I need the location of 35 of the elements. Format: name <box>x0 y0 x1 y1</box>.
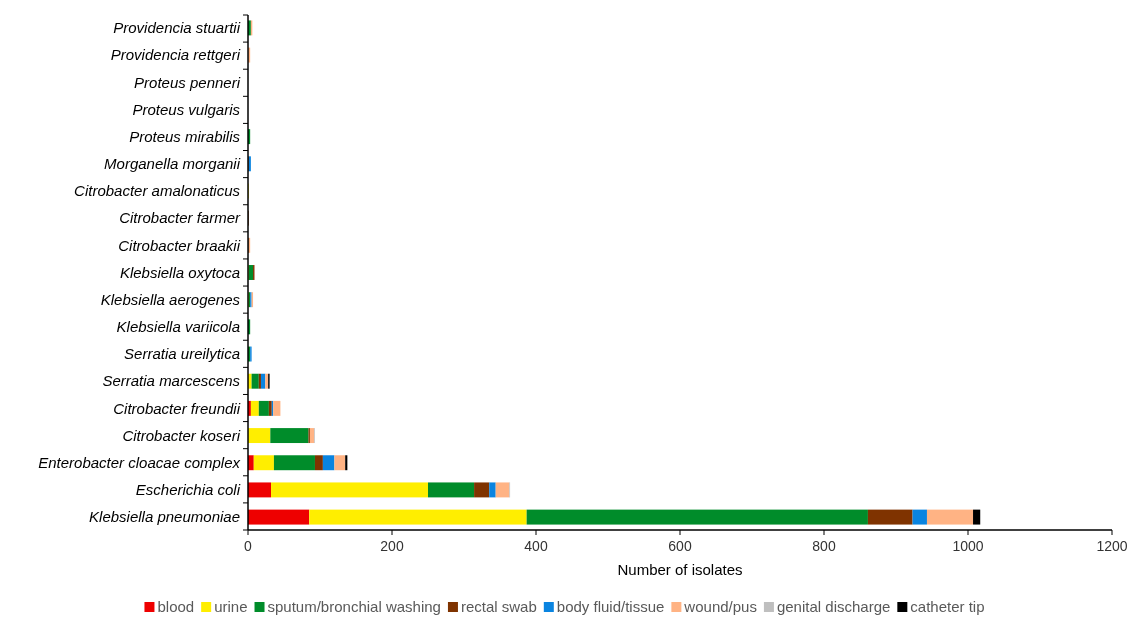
x-tick-label: 400 <box>524 538 548 554</box>
y-tick-label: Proteus penneri <box>134 73 241 91</box>
y-tick-label: Escherichia coli <box>135 481 241 499</box>
x-tick-label: 800 <box>812 538 836 554</box>
x-axis-title: Number of isolates <box>617 561 743 578</box>
y-tick-label: Enterobacter cloacae complex <box>38 453 241 471</box>
y-tick-label: Citrobacter freundii <box>113 399 241 417</box>
y-tick-label: Proteus mirabilis <box>129 127 241 145</box>
y-tick-label: Klebsiella variicola <box>116 318 240 336</box>
y-tick-label: Klebsiella pneumoniae <box>89 508 240 526</box>
y-tick-label: Providencia stuartii <box>113 19 241 37</box>
legend-label: blood <box>157 598 195 615</box>
y-tick-label: Morganella morganii <box>104 155 241 173</box>
y-tick-label: Klebsiella aerogenes <box>100 290 241 308</box>
y-tick-label: Citrobacter koseri <box>122 426 241 444</box>
x-tick-label: 1200 <box>1096 538 1128 554</box>
y-tick-label: Serratia ureilytica <box>124 345 240 363</box>
legend-label: body fluid/tissue <box>556 598 665 615</box>
y-tick-label: Citrobacter braakii <box>118 236 241 254</box>
y-tick-label: Citrobacter amalonaticus <box>74 182 241 200</box>
x-tick-label: 200 <box>380 538 404 554</box>
y-tick-label: Citrobacter farmer <box>119 209 241 227</box>
y-tick-label: Serratia marcescens <box>102 372 241 390</box>
legend-label: sputum/bronchial washing <box>267 598 441 615</box>
y-tick-label: Providencia rettgeri <box>110 46 241 64</box>
legend-label: urine <box>214 598 248 615</box>
legend-label: rectal swab <box>460 598 537 615</box>
y-tick-label: Klebsiella oxytoca <box>119 263 240 281</box>
legend-label: catheter tip <box>910 598 985 615</box>
x-tick-label: 1000 <box>952 538 984 554</box>
legend-label: wound/pus <box>683 598 757 615</box>
y-tick-label: Proteus vulgaris <box>132 100 241 118</box>
x-tick-label: 600 <box>668 538 692 554</box>
legend-label: genital discharge <box>776 598 891 615</box>
x-tick-label: 0 <box>244 538 253 554</box>
